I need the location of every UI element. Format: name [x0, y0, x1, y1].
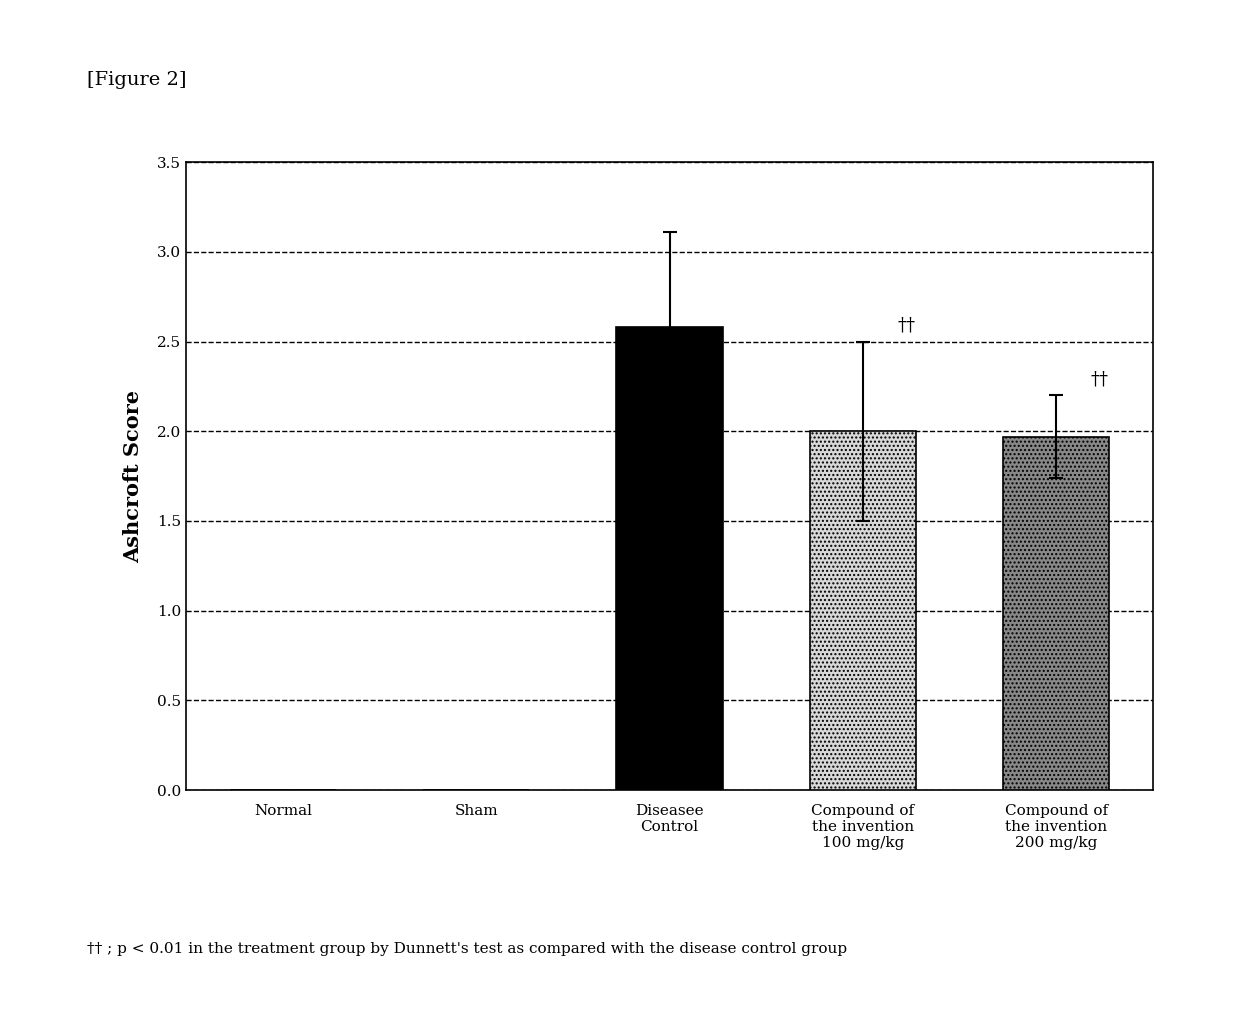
Text: ††: †† — [1091, 370, 1109, 388]
Text: [Figure 2]: [Figure 2] — [87, 71, 186, 89]
Text: †† ; p < 0.01 in the treatment group by Dunnett's test as compared with the dise: †† ; p < 0.01 in the treatment group by … — [87, 942, 847, 956]
Text: ††: †† — [898, 316, 915, 334]
Bar — [1003, 437, 1110, 790]
Bar — [810, 432, 916, 790]
Y-axis label: Ashcroft Score: Ashcroft Score — [123, 390, 143, 562]
Bar — [616, 327, 723, 790]
